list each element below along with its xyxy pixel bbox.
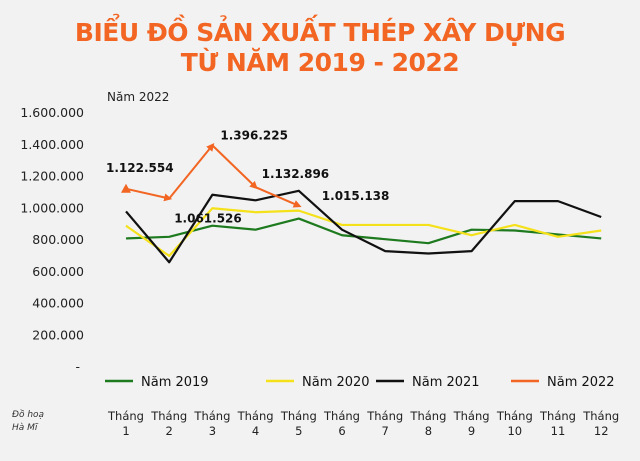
y-tick-label: 1.200.000 [20,169,84,184]
data-label: 1.122.554 [106,161,174,175]
chart-title-line-1: BIỂU ĐỒ SẢN XUẤT THÉP XÂY DỰNG [74,18,566,47]
x-tick-label-word: Tháng [193,409,230,423]
x-tick-label-number: 1 [122,424,129,438]
x-tick-label-number: 7 [382,424,389,438]
y-tick-label: 200.000 [32,327,84,342]
data-label: 1.132.896 [262,167,330,181]
x-tick-label-number: 12 [594,424,609,438]
y-tick-label: 800.000 [32,232,84,247]
x-tick-label-number: 10 [507,424,522,438]
legend-label: Năm 2021 [412,375,480,390]
series-line [125,217,602,245]
x-tick-label-word: Tháng [582,409,619,423]
x-tick-label-word: Tháng [280,409,317,423]
credit-label: Đồ hoạ [12,410,45,420]
data-label: 1.061.526 [174,211,242,225]
x-tick-label-word: Tháng [496,409,533,423]
x-tick-label-word: Tháng [107,409,144,423]
legend-label: Năm 2020 [302,375,370,390]
y-tick-label: 600.000 [32,264,84,279]
x-tick-label-word: Tháng [453,409,490,423]
x-tick-label-word: Tháng [150,409,187,423]
series-line [125,189,602,264]
x-tick-label-number: 5 [295,424,302,438]
legend-label: Năm 2019 [141,375,209,390]
series-segment [168,143,215,200]
x-tick-label-word: Tháng [323,409,360,423]
x-tick-label-number: 2 [166,424,173,438]
y-tick-label: 1.600.000 [20,105,84,120]
chart-title-line-2: TỪ NĂM 2019 - 2022 [180,48,460,77]
x-tick-label-word: Tháng [237,409,274,423]
credit-author: Hà Mĩ [12,423,38,433]
y-tick-label: - [75,359,80,374]
series-point-marker [121,183,131,193]
series-segment [211,144,258,190]
y-tick-label: 1.400.000 [20,137,84,152]
x-tick-label-number: 6 [338,424,345,438]
x-tick-label-word: Tháng [539,409,576,423]
data-label: 1.396.225 [220,128,288,142]
series-segment [125,187,173,202]
series-segment [255,186,302,208]
x-tick-label-number: 11 [551,424,566,438]
y-axis-annotation: Năm 2022 [107,90,169,104]
x-tick-label-word: Tháng [366,409,403,423]
y-tick-label: 400.000 [32,296,84,311]
series-line [125,207,602,257]
x-tick-label-number: 9 [468,424,475,438]
x-tick-label-number: 4 [252,424,259,438]
legend-label: Năm 2022 [547,375,615,390]
data-label: 1.015.138 [322,189,390,203]
x-tick-label-word: Tháng [409,409,446,423]
x-tick-label-number: 8 [425,424,432,438]
y-tick-label: 1.000.000 [20,200,84,215]
x-tick-label-number: 3 [209,424,216,438]
